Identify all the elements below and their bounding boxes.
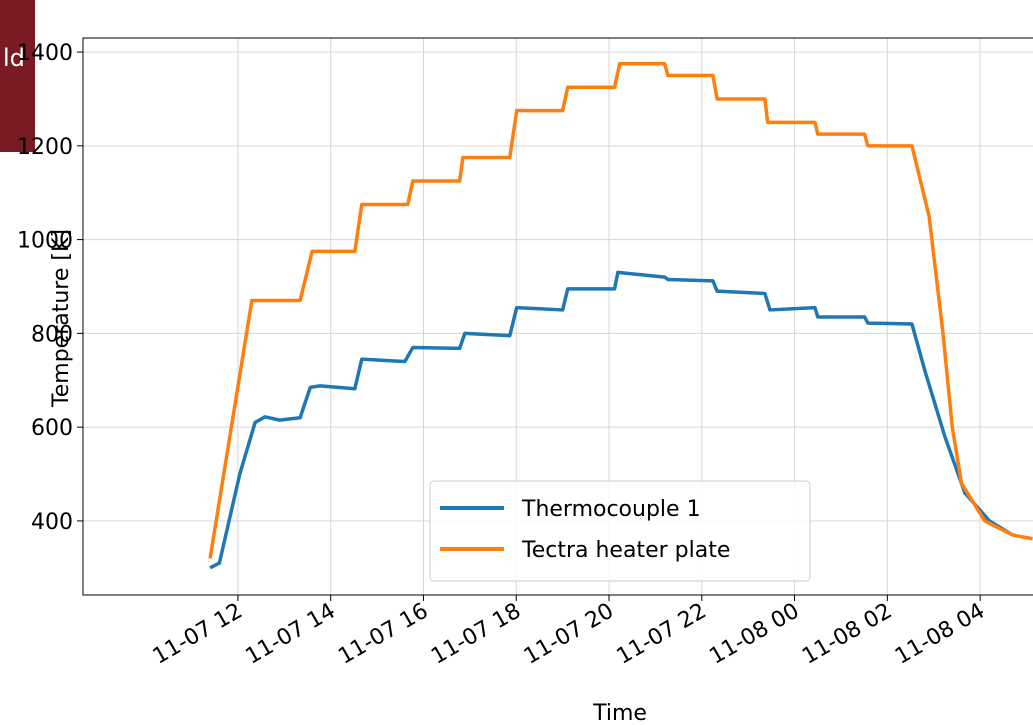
line-series <box>209 270 1014 570</box>
y-tick-label: 600 <box>31 416 73 441</box>
y-tick-label: 800 <box>31 322 73 347</box>
x-axis-label: Time <box>592 701 647 725</box>
x-tick-label: 11-07 20 <box>520 599 618 670</box>
y-tick-label: 400 <box>31 510 73 535</box>
x-tick-label: 11-07 16 <box>334 599 432 670</box>
y-tick-label: 1000 <box>17 229 73 254</box>
x-tick-label: 11-08 02 <box>798 599 896 670</box>
y-axis-label: Temperature [K] <box>49 229 74 408</box>
x-tick-label: 11-08 00 <box>705 599 803 670</box>
edge-image <box>0 0 35 152</box>
legend-label: Tectra heater plate <box>521 538 730 563</box>
line-series <box>208 62 1033 559</box>
y-tick-label: 1400 <box>17 41 73 66</box>
x-tick-label: 11-08 04 <box>891 599 989 670</box>
x-tick-label: 11-07 12 <box>149 599 247 670</box>
legend-label: Thermocouple 1 <box>521 497 701 522</box>
x-tick-label: 11-07 14 <box>242 599 340 670</box>
edge-text: ld <box>3 44 25 72</box>
y-tick-label: 1200 <box>17 135 73 160</box>
x-tick-label: 11-07 18 <box>427 599 525 670</box>
x-tick-label: 11-07 22 <box>613 599 711 670</box>
plot-frame <box>82 37 1033 596</box>
legend-box <box>429 480 811 582</box>
